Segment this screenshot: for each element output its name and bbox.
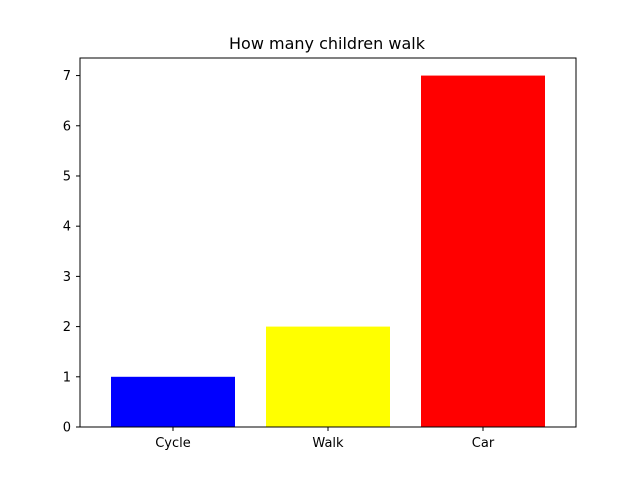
- bar-walk: [266, 326, 390, 427]
- x-tick-label: Car: [472, 436, 495, 451]
- plot-frame: [79, 57, 577, 428]
- y-tick-label: 1: [63, 370, 71, 385]
- y-axis: 0 1 2 3 4 5 6 7: [63, 69, 80, 436]
- bars-layer: [111, 75, 545, 428]
- y-tick-label: 6: [63, 119, 71, 134]
- bar-cycle: [111, 376, 235, 427]
- y-tick-label: 0: [63, 421, 71, 436]
- y-tick-label: 2: [63, 320, 71, 335]
- y-tick-label: 3: [63, 270, 71, 285]
- chart-title: How many children walk: [229, 34, 426, 53]
- y-tick-label: 4: [63, 220, 71, 235]
- x-tick-label: Walk: [312, 436, 344, 451]
- bar-car: [421, 75, 545, 428]
- x-axis: Cycle Walk Car: [155, 427, 495, 451]
- x-tick-label: Cycle: [155, 436, 191, 451]
- y-tick-label: 5: [63, 169, 71, 184]
- y-tick-label: 7: [63, 69, 71, 84]
